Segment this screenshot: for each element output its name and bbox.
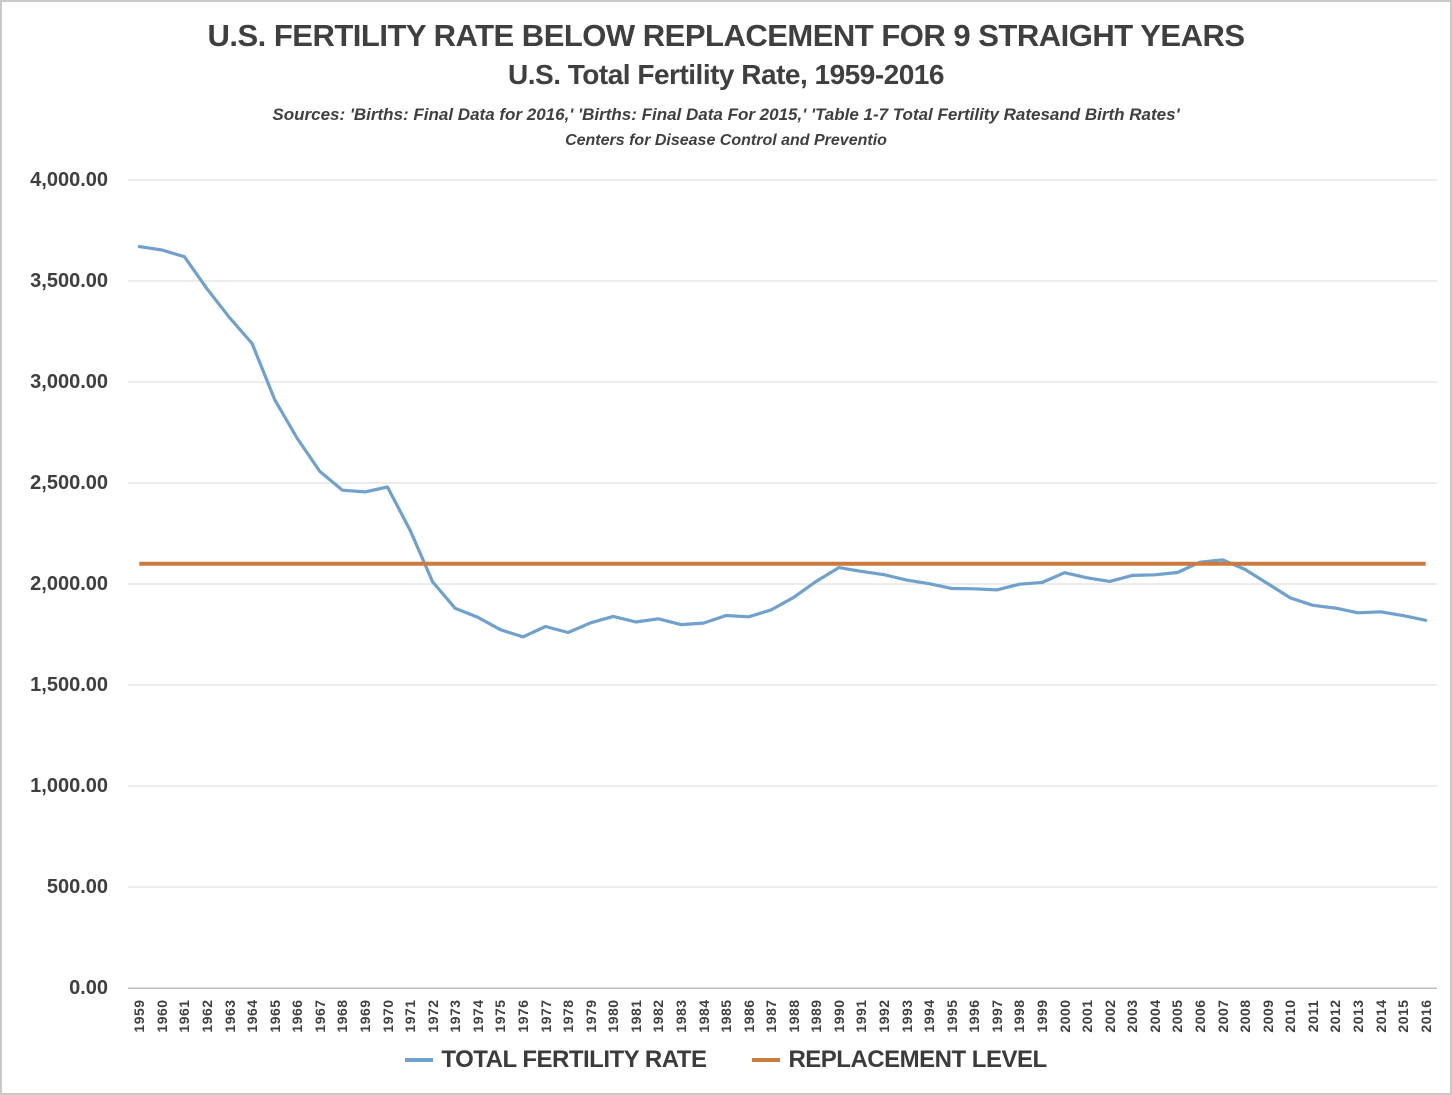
x-tick-label: 1992 bbox=[876, 999, 893, 1033]
x-tick-label: 1960 bbox=[153, 999, 170, 1033]
y-tick-label: 2,500.00 bbox=[30, 472, 108, 494]
x-tick-label: 1986 bbox=[740, 999, 757, 1033]
x-tick-label: 1965 bbox=[266, 999, 283, 1033]
x-tick-label: 1974 bbox=[469, 999, 486, 1033]
x-tick-label: 1999 bbox=[1034, 999, 1051, 1033]
sources-line-2: Centers for Disease Control and Preventi… bbox=[565, 132, 887, 149]
x-tick-label: 1976 bbox=[514, 999, 531, 1033]
x-tick-label: 1963 bbox=[221, 999, 238, 1033]
y-tick-label: 3,000.00 bbox=[30, 371, 108, 393]
x-tick-label: 2013 bbox=[1350, 999, 1366, 1033]
x-tick-label: 2002 bbox=[1101, 999, 1118, 1033]
replacement-level-line-swatch-icon bbox=[752, 1058, 781, 1062]
x-tick-label: 1993 bbox=[898, 999, 915, 1033]
y-axis-labels: 0.00 500.00 1,000.00 1,500.00 2,000.00 2,500.… bbox=[2, 2, 114, 1093]
x-tick-label: 1991 bbox=[853, 999, 870, 1033]
x-tick-label: 1964 bbox=[244, 999, 261, 1033]
x-tick-label: 1994 bbox=[921, 999, 938, 1033]
sources-line-1: Sources: 'Births: Final Data for 2016,' … bbox=[272, 105, 1180, 124]
x-tick-label: 2003 bbox=[1124, 999, 1141, 1033]
y-tick-label: 2,000.00 bbox=[30, 573, 108, 595]
x-tick-label: 2004 bbox=[1146, 999, 1163, 1033]
y-tick-label: 500.00 bbox=[46, 876, 108, 898]
x-tick-label: 2010 bbox=[1282, 999, 1299, 1033]
x-tick-label: 1998 bbox=[1011, 999, 1028, 1033]
legend-item-total-fertility-rate: TOTAL FERTILITY RATE bbox=[405, 1046, 707, 1074]
x-tick-label: 1987 bbox=[763, 999, 780, 1033]
x-tick-label: 1983 bbox=[672, 999, 689, 1033]
legend-item-replacement-level: REPLACEMENT LEVEL bbox=[752, 1046, 1047, 1074]
x-tick-label: 1978 bbox=[560, 999, 577, 1033]
x-tick-label: 1984 bbox=[695, 999, 712, 1033]
x-tick-label: 2016 bbox=[1417, 999, 1434, 1033]
x-tick-label: 2015 bbox=[1395, 999, 1412, 1033]
x-tick-label: 1961 bbox=[176, 999, 193, 1033]
x-tick-label: 1989 bbox=[808, 999, 825, 1033]
y-tick-label: 1,000.00 bbox=[30, 775, 108, 797]
x-tick-label: 1995 bbox=[943, 999, 960, 1033]
x-tick-label: 1969 bbox=[356, 999, 373, 1033]
x-tick-label: 1971 bbox=[402, 999, 419, 1033]
x-tick-label: 1968 bbox=[334, 999, 351, 1033]
x-tick-label: 1982 bbox=[650, 999, 667, 1033]
legend-label-total-fertility-rate: TOTAL FERTILITY RATE bbox=[441, 1046, 707, 1073]
x-tick-label: 1980 bbox=[605, 999, 622, 1033]
y-tick-label: 3,500.00 bbox=[30, 270, 108, 292]
total-fertility-rate-line-swatch-icon bbox=[405, 1058, 434, 1062]
y-tick-label: 0.00 bbox=[69, 977, 108, 999]
x-tick-label: 2000 bbox=[1056, 999, 1073, 1033]
x-tick-label: 1990 bbox=[830, 999, 847, 1033]
x-tick-label: 2008 bbox=[1237, 999, 1254, 1033]
x-tick-label: 1996 bbox=[966, 999, 983, 1033]
x-tick-label: 1997 bbox=[988, 999, 1005, 1033]
x-tick-label: 1962 bbox=[198, 999, 215, 1033]
x-tick-label: 2012 bbox=[1327, 999, 1344, 1033]
x-tick-label: 2014 bbox=[1372, 999, 1389, 1033]
x-tick-label: 1988 bbox=[785, 999, 802, 1033]
x-tick-label: 1981 bbox=[627, 999, 644, 1033]
x-tick-label: 2009 bbox=[1259, 999, 1276, 1033]
x-tick-label: 1975 bbox=[492, 999, 509, 1033]
y-tick-label: 1,500.00 bbox=[30, 674, 108, 696]
x-tick-label: 2007 bbox=[1214, 999, 1231, 1033]
x-tick-label: 2005 bbox=[1169, 999, 1186, 1033]
x-tick-label: 1973 bbox=[447, 999, 464, 1033]
x-tick-label: 1966 bbox=[289, 999, 306, 1033]
x-tick-label: 2001 bbox=[1079, 999, 1096, 1033]
legend-label-replacement-level: REPLACEMENT LEVEL bbox=[788, 1046, 1047, 1073]
total-fertility-rate-line bbox=[137, 245, 1428, 639]
x-tick-label: 1977 bbox=[537, 999, 554, 1033]
x-tick-label: 1972 bbox=[424, 999, 441, 1033]
chart-subtitle: U.S. Total Fertility Rate, 1959-2016 bbox=[508, 59, 944, 90]
legend: TOTAL FERTILITY RATE REPLACEMENT LEVEL bbox=[2, 1046, 1450, 1074]
x-tick-label: 1985 bbox=[718, 999, 735, 1033]
x-tick-label: 2006 bbox=[1192, 999, 1209, 1033]
x-tick-label: 1970 bbox=[379, 999, 396, 1033]
x-tick-label: 2011 bbox=[1304, 999, 1321, 1033]
chart-title: U.S. FERTILITY RATE BELOW REPLACEMENT FO… bbox=[207, 18, 1245, 53]
x-tick-label: 1979 bbox=[582, 999, 599, 1033]
x-tick-label: 1967 bbox=[311, 999, 328, 1033]
y-tick-label: 4,000.00 bbox=[30, 169, 108, 191]
x-tick-label: 1959 bbox=[131, 999, 148, 1033]
